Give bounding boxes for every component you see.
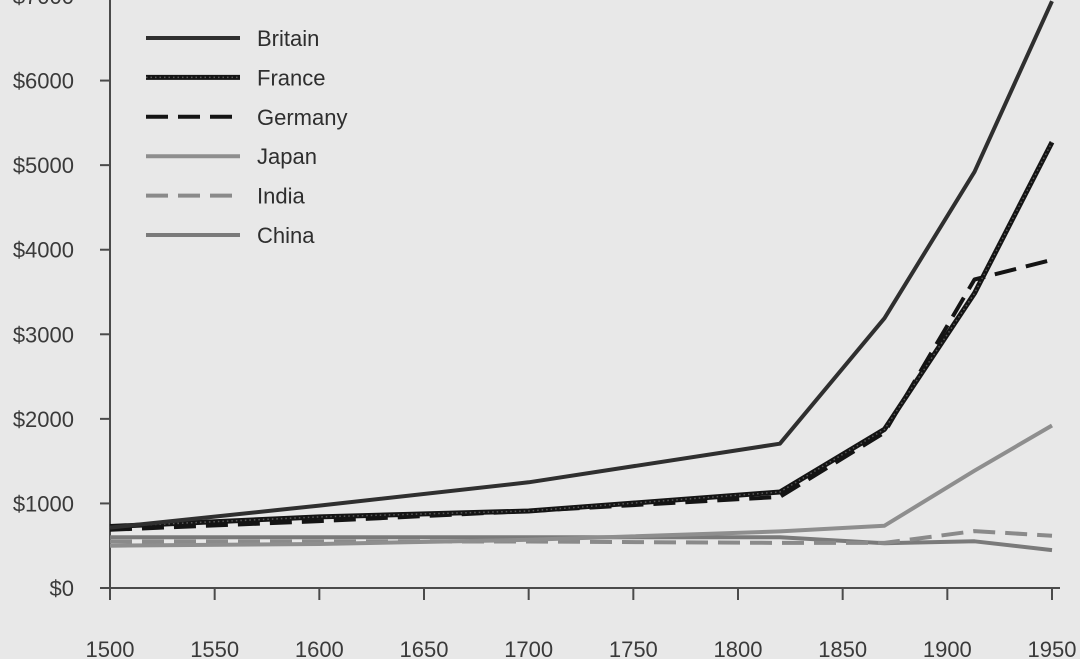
x-tick-label: 1900 xyxy=(923,637,972,659)
plot-lines xyxy=(109,0,1055,553)
legend-label-india: India xyxy=(257,184,305,209)
y-tick-label: $6000 xyxy=(13,69,74,94)
legend: Britain France Germany Japan India China xyxy=(146,26,347,248)
x-tick-label: 1800 xyxy=(714,637,763,659)
x-tick-label: 1700 xyxy=(504,637,553,659)
x-tick-label: 1750 xyxy=(609,637,658,659)
x-tick-label: 1600 xyxy=(295,637,344,659)
x-tick-label: 1550 xyxy=(190,637,239,659)
y-tick-label: $3000 xyxy=(13,322,74,347)
legend-label-china: China xyxy=(257,223,315,248)
series-line-japan xyxy=(109,423,1054,548)
legend-label-britain: Britain xyxy=(257,26,319,51)
y-tick-label: $7000 xyxy=(13,0,74,9)
series-line-germany xyxy=(109,257,1053,532)
series-line-france-texture xyxy=(109,141,1053,528)
y-tick-label: $0 xyxy=(50,576,74,601)
x-tick-label: 1650 xyxy=(400,637,449,659)
series-line-india xyxy=(110,529,1053,545)
series-line-britain xyxy=(109,0,1054,530)
y-tick-label: $2000 xyxy=(13,407,74,432)
x-tick-label: 1950 xyxy=(1028,637,1077,659)
axes: $0 $1000 $2000 $3000 $4000 $5000 $6000 $7000 150… xyxy=(13,0,1077,659)
legend-label-germany: Germany xyxy=(257,105,347,130)
series-line-china xyxy=(110,535,1053,553)
legend-label-japan: Japan xyxy=(257,144,317,169)
y-tick-label: $5000 xyxy=(13,153,74,178)
legend-label-france: France xyxy=(257,65,325,90)
x-tick-label: 1500 xyxy=(86,637,135,659)
y-tick-label: $4000 xyxy=(13,238,74,263)
x-tick-label: 1850 xyxy=(818,637,867,659)
y-tick-label: $1000 xyxy=(13,491,74,516)
